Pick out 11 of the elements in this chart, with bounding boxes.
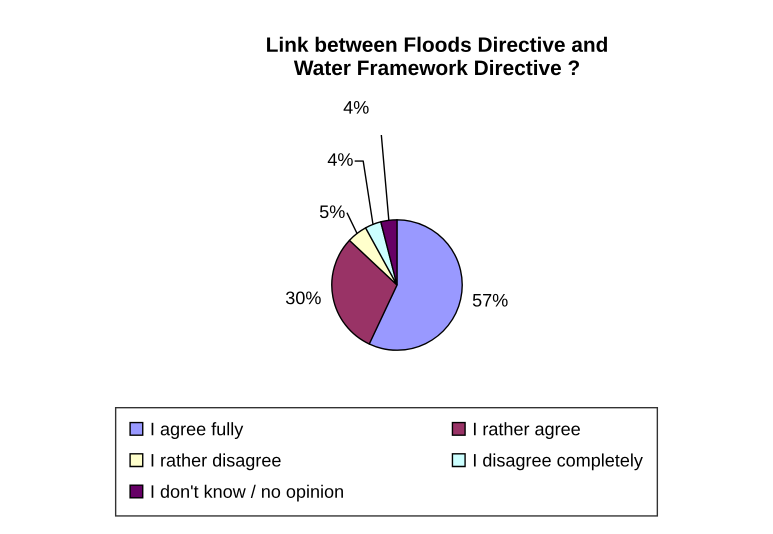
legend-label: I rather agree [474, 422, 580, 439]
data-label: 4% [344, 101, 369, 114]
legend-label: I disagree completely [474, 453, 643, 470]
legend-label: I don't know / no opinion [152, 484, 343, 502]
chart-title: Link between Floods Directive and Water Framework Directive ? [267, 36, 607, 76]
legend-label: I rather disagree [152, 453, 281, 470]
data-label: 4% [328, 153, 353, 166]
data-label: 30% [286, 291, 321, 304]
data-label: 5% [320, 205, 345, 218]
legend-label: I agree fully [152, 422, 244, 439]
data-label: 57% [472, 294, 508, 307]
